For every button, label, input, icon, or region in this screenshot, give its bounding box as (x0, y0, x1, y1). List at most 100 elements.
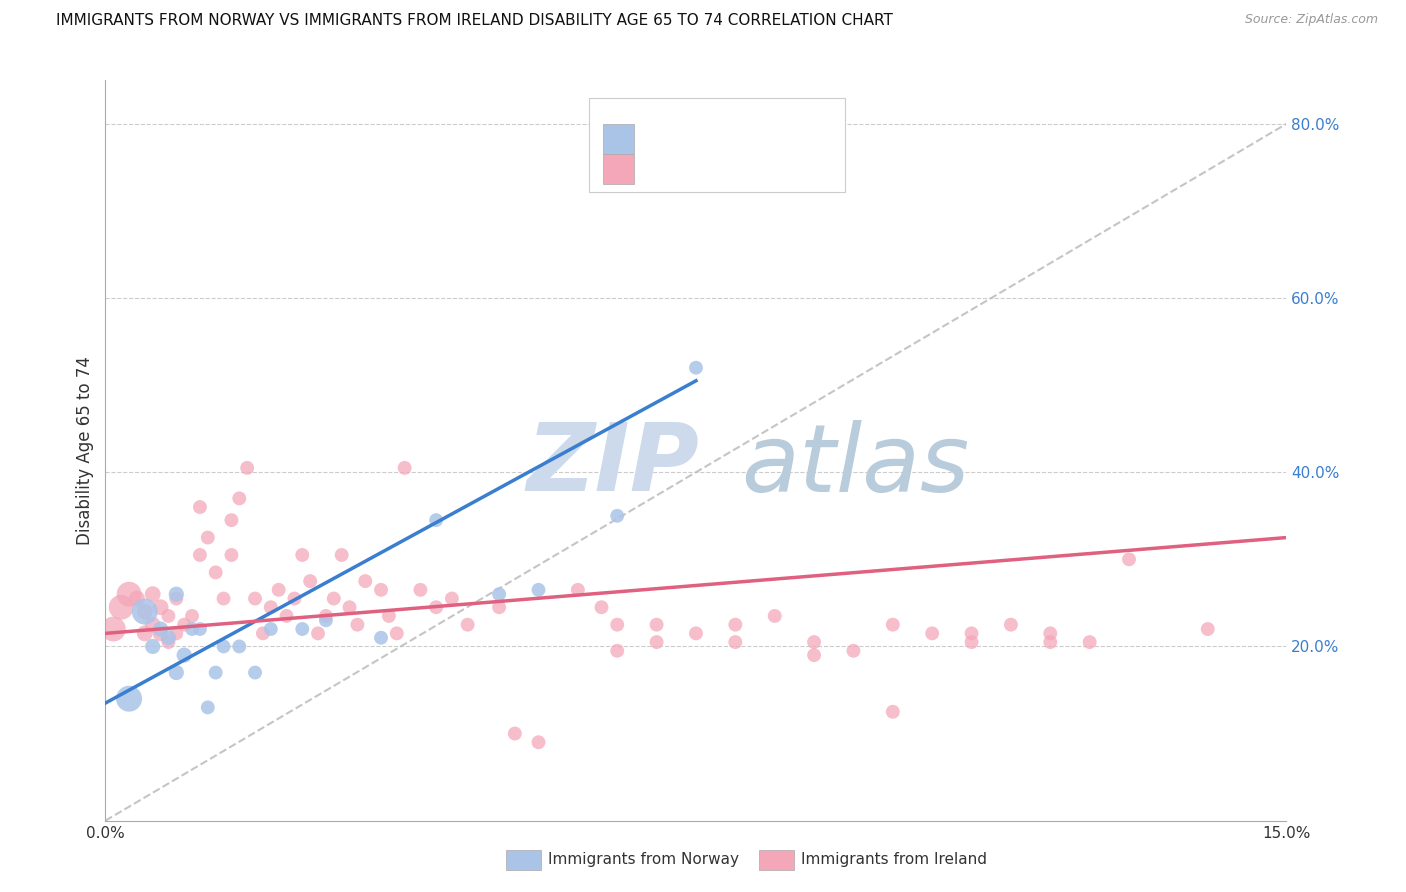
Point (212, 591, 235, 606)
Point (1000, 617, 1022, 632)
Point (457, 617, 479, 632)
Text: atlas: atlas (741, 420, 970, 511)
Point (685, 360, 707, 375)
Point (236, 461, 259, 475)
Point (142, 617, 165, 632)
Point (425, 600, 447, 615)
Point (165, 587, 187, 601)
Point (221, 548, 243, 562)
Point (315, 609, 337, 624)
Point (228, 640, 250, 654)
Point (142, 587, 165, 601)
Point (188, 548, 211, 562)
Point (488, 600, 510, 615)
Text: ZIP: ZIP (527, 419, 700, 511)
Point (165, 626, 187, 640)
Point (724, 635, 747, 649)
Point (1197, 622, 1219, 636)
Point (370, 631, 392, 645)
Point (260, 622, 283, 636)
Point (606, 617, 628, 632)
Point (134, 605, 156, 619)
Point (212, 640, 235, 654)
Point (276, 609, 298, 624)
Point (142, 640, 165, 654)
Text: R = 0.628   N = 24: R = 0.628 N = 24 (643, 130, 799, 148)
Point (527, 735, 550, 749)
Point (103, 622, 125, 636)
Point (803, 635, 825, 649)
Point (118, 587, 141, 601)
Point (243, 665, 266, 680)
Point (606, 508, 628, 523)
Point (204, 665, 226, 680)
Point (322, 591, 344, 606)
Point (197, 531, 219, 545)
Point (173, 648, 195, 662)
Point (346, 617, 368, 632)
Point (181, 609, 204, 624)
Point (1078, 635, 1101, 649)
Point (960, 635, 983, 649)
Point (118, 691, 141, 706)
Point (221, 513, 243, 527)
Point (921, 626, 943, 640)
Point (188, 500, 211, 514)
Point (260, 600, 283, 615)
Text: Source: ZipAtlas.com: Source: ZipAtlas.com (1244, 13, 1378, 27)
Point (503, 726, 526, 740)
Point (157, 609, 180, 624)
Point (197, 700, 219, 714)
Point (842, 644, 865, 658)
Point (330, 548, 353, 562)
Point (685, 626, 707, 640)
Point (425, 513, 447, 527)
Point (173, 617, 195, 632)
Point (110, 600, 132, 615)
Point (157, 631, 180, 645)
Point (149, 626, 172, 640)
Point (149, 600, 172, 615)
Point (307, 626, 329, 640)
Point (882, 617, 904, 632)
Point (267, 582, 290, 597)
Point (591, 600, 613, 615)
Point (283, 591, 305, 606)
Point (394, 461, 416, 475)
Point (567, 582, 589, 597)
Point (803, 648, 825, 662)
Point (645, 617, 668, 632)
Point (385, 626, 408, 640)
Text: Immigrants from Norway: Immigrants from Norway (548, 853, 740, 867)
Point (165, 591, 187, 606)
Point (149, 622, 172, 636)
Point (125, 591, 148, 606)
Point (204, 566, 226, 580)
Point (882, 705, 904, 719)
Point (228, 491, 250, 506)
Point (181, 622, 204, 636)
Point (1039, 626, 1062, 640)
Point (291, 622, 314, 636)
Text: Immigrants from Ireland: Immigrants from Ireland (801, 853, 987, 867)
Point (645, 635, 668, 649)
Point (339, 600, 361, 615)
Text: R = 0.134   N = 76: R = 0.134 N = 76 (643, 160, 799, 178)
Point (527, 582, 550, 597)
Point (157, 635, 180, 649)
Text: IMMIGRANTS FROM NORWAY VS IMMIGRANTS FROM IRELAND DISABILITY AGE 65 TO 74 CORREL: IMMIGRANTS FROM NORWAY VS IMMIGRANTS FRO… (56, 13, 893, 29)
Point (370, 582, 392, 597)
Point (960, 626, 983, 640)
Point (165, 665, 187, 680)
Point (440, 591, 463, 606)
Point (409, 582, 432, 597)
Y-axis label: Disability Age 65 to 74: Disability Age 65 to 74 (76, 356, 94, 545)
Point (291, 548, 314, 562)
Point (299, 574, 322, 588)
Point (606, 644, 628, 658)
Point (354, 574, 377, 588)
Point (134, 605, 156, 619)
Point (1118, 552, 1140, 566)
Point (378, 609, 401, 624)
Point (252, 626, 274, 640)
